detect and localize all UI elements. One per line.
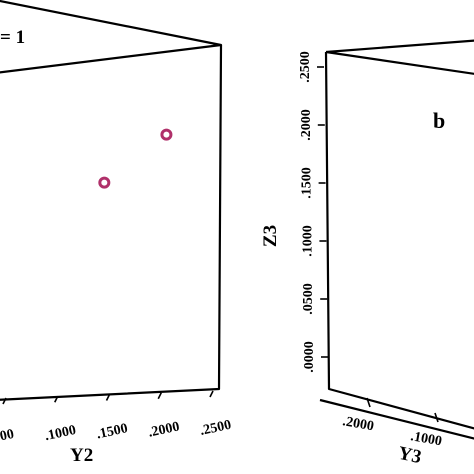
panel-a-annotation: = 1: [0, 27, 25, 48]
panel-b-z-tick-label: .0000: [302, 341, 317, 373]
panel-a-x-ticks: 500 .1000 .1500 .2000 .2500: [0, 390, 233, 446]
panel-a-x-tick-label: .1000: [43, 423, 77, 444]
panel-b-x-tick: [366, 397, 371, 408]
panel-b-z-ticks: .0000 .0500 .1000 .1500 .2000 .2500: [298, 51, 328, 373]
panel-a-x-tick: [54, 395, 59, 403]
panel-a-x-tick-label: .2500: [199, 418, 233, 439]
panel-b-x-ticks: .2000 .1000: [341, 397, 443, 449]
panel-a-data-point: [160, 128, 173, 141]
panel-a-box-top: [0, 0, 223, 74]
panel-b-z-tick-label: .1500: [300, 167, 315, 199]
panel-a-x-axis-label: Y2: [70, 445, 93, 466]
panel-b-x-axis-line: [319, 398, 474, 440]
panel-a-x-tick: [209, 390, 214, 398]
panel-a-points: [98, 128, 173, 189]
panel-b-x-tick-label: .1000: [409, 429, 443, 449]
panel-a-x-tick: [2, 397, 7, 405]
panel-b: b Z3 .0000 .0500 .1000 .1500 .2000 .2500 .200…: [260, 39, 474, 468]
panel-b-x-axis-label: Y3: [396, 443, 423, 468]
panel-b-box-left-edge: [324, 51, 474, 430]
panel-b-z-tick-label: .1000: [300, 225, 315, 257]
panel-a-data-point: [98, 176, 111, 189]
panel-a-x-tick-label: 500: [0, 427, 15, 446]
panel-b-z-tick-label: .0500: [301, 283, 316, 315]
panel-a-x-tick: [157, 392, 162, 400]
panel-b-x-tick: [434, 412, 439, 423]
panel-b-x-tick-label: .2000: [341, 414, 375, 434]
panel-a-x-tick-label: .1500: [95, 421, 129, 442]
panel-a-x-tick: [105, 394, 111, 401]
panel-a: = 1 500 .1000 .1500 .2000 .2500 Y2: [0, 0, 233, 466]
panel-b-box-top: [325, 39, 474, 75]
panel-b-z-tick-label: .2000: [299, 109, 314, 141]
panel-a-box-front: [0, 44, 223, 401]
panel-b-z-tick-label: .2500: [298, 51, 313, 83]
panel-a-x-tick-label: .2000: [147, 419, 181, 440]
panel-b-z-axis-label: Z3: [260, 225, 281, 247]
panel-b-label: b: [433, 108, 445, 133]
